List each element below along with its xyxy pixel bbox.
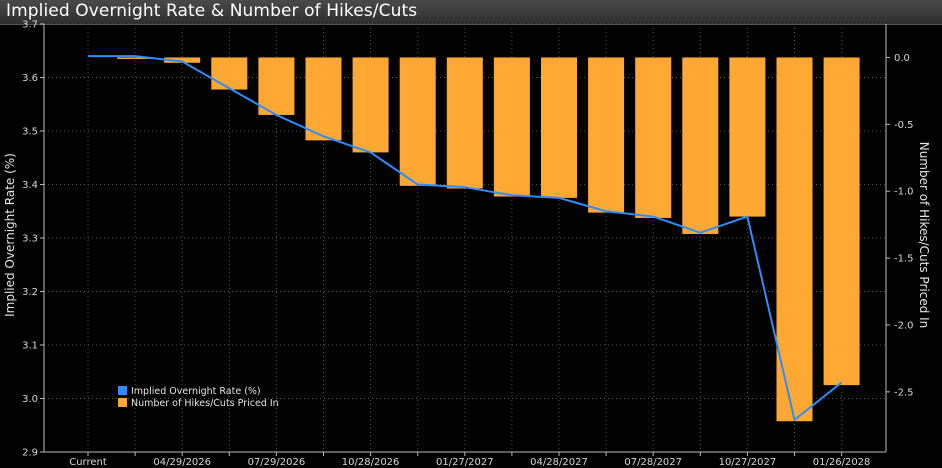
right-axis-title: Number of Hikes/Cuts Priced In <box>917 142 931 329</box>
right-tick-label: -2.0 <box>894 320 914 331</box>
left-tick-label: 3.1 <box>22 341 38 352</box>
right-tick-label: -0.5 <box>894 120 914 131</box>
x-tick-label: 04/28/2027 <box>530 457 588 468</box>
bar <box>352 57 389 153</box>
rate-line <box>88 55 843 421</box>
x-tick-label: 10/28/2026 <box>342 457 400 468</box>
bar <box>493 57 530 197</box>
right-tick-label: -2.5 <box>894 387 914 398</box>
title-bar: Implied Overnight Rate & Number of Hikes… <box>0 0 942 25</box>
x-tick-label: 01/27/2027 <box>436 457 494 468</box>
line-series <box>88 55 843 421</box>
x-tick-label: 10/27/2027 <box>719 457 777 468</box>
left-tick-label: 3.0 <box>22 394 38 405</box>
bar <box>211 57 248 90</box>
bar <box>305 57 342 141</box>
legend-label-hikes: Number of Hikes/Cuts Priced In <box>131 398 279 409</box>
x-tick-label: 07/29/2026 <box>248 457 306 468</box>
left-axis-title: Implied Overnight Rate (%) <box>3 153 17 317</box>
left-axis-ticks: 2.9 3.0 3.1 3.2 3.3 3.4 3.5 3.6 3.7 <box>22 20 44 459</box>
legend: Implied Overnight Rate (%) Number of Hik… <box>118 386 279 409</box>
bar <box>588 57 625 213</box>
bar-series <box>117 57 860 422</box>
bar <box>823 57 860 386</box>
x-tick-label: 04/29/2026 <box>153 457 211 468</box>
left-tick-label: 3.7 <box>22 20 38 31</box>
right-tick-label: 0.0 <box>894 53 910 64</box>
bar <box>117 57 154 59</box>
bar <box>258 57 295 115</box>
bar <box>635 57 672 218</box>
x-tick-label: 07/28/2027 <box>624 457 682 468</box>
bar <box>164 57 201 63</box>
left-tick-label: 2.9 <box>22 448 38 459</box>
bar <box>399 57 436 186</box>
legend-swatch-rate <box>118 386 127 395</box>
x-tick-label: Current <box>69 457 107 468</box>
left-tick-label: 3.2 <box>22 287 38 298</box>
bar <box>776 57 813 422</box>
bar <box>541 57 577 198</box>
right-tick-label: -1.5 <box>894 254 914 265</box>
bar <box>682 57 719 234</box>
legend-label-rate: Implied Overnight Rate (%) <box>131 386 261 397</box>
bar <box>446 57 483 189</box>
bar <box>729 57 766 217</box>
right-tick-label: -1.0 <box>894 187 914 198</box>
chart-title: Implied Overnight Rate & Number of Hikes… <box>6 1 418 21</box>
legend-swatch-hikes <box>118 398 127 407</box>
left-tick-label: 3.3 <box>22 234 38 245</box>
x-axis-ticks: Current 04/29/2026 07/29/2026 10/28/2026 01/… <box>69 452 870 468</box>
right-axis-ticks: 0.0 -0.5 -1.0 -1.5 -2.0 -2.5 <box>886 53 914 398</box>
left-tick-label: 3.5 <box>22 127 38 138</box>
x-tick-label: 01/26/2028 <box>813 457 871 468</box>
left-tick-label: 3.4 <box>22 180 38 191</box>
left-tick-label: 3.6 <box>22 73 38 84</box>
